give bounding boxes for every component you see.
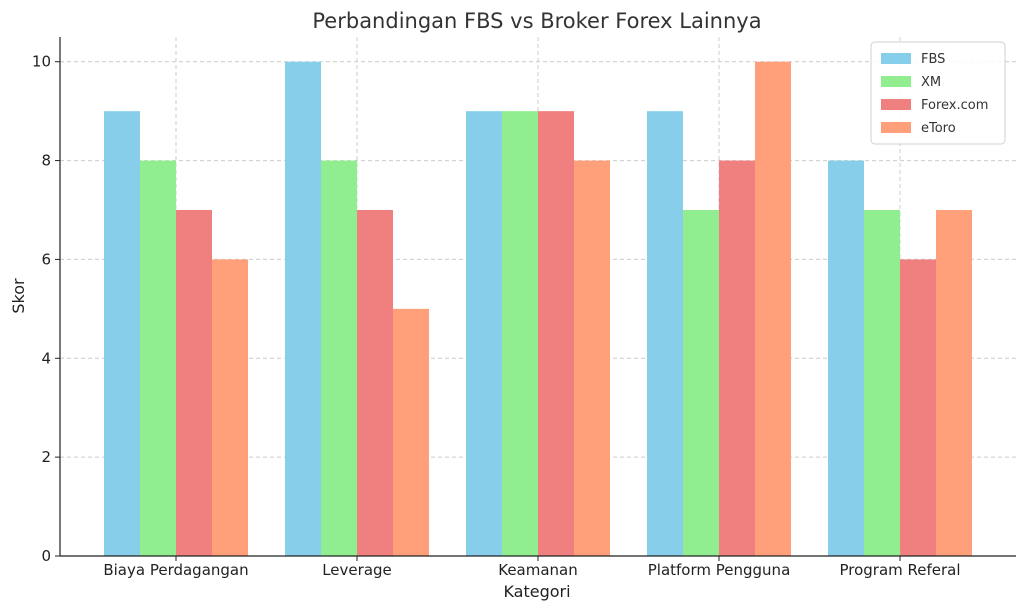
bar-fbs-1 (285, 61, 321, 556)
legend-label-forex-com: Forex.com (921, 98, 988, 113)
legend-label-fbs: FBS (921, 52, 945, 67)
bar-xm-0 (140, 160, 176, 557)
bar-forex-com-2 (538, 111, 574, 557)
bar-xm-3 (683, 210, 719, 556)
legend-swatch-fbs (881, 53, 911, 64)
y-tick-label: 8 (41, 152, 51, 170)
x-tick-label: Biaya Perdagangan (103, 561, 248, 579)
bar-forex-com-4 (900, 259, 936, 556)
y-tick-label: 10 (32, 53, 51, 71)
legend-label-xm: XM (921, 75, 941, 90)
y-tick-label: 6 (41, 250, 51, 268)
x-tick-label: Keamanan (498, 561, 578, 579)
bar-fbs-4 (828, 160, 864, 557)
y-axis-title: Skor (9, 278, 28, 314)
y-tick-label: 2 (41, 448, 51, 466)
bar-xm-1 (321, 160, 357, 557)
legend-swatch-forex-com (881, 99, 911, 110)
bar-fbs-2 (466, 111, 502, 557)
bar-etoro-4 (936, 210, 972, 556)
bar-fbs-3 (647, 111, 683, 557)
axes-layer: 0 2 4 6 8 10 Biaya Perdagangan Leverage Keamanan… (32, 37, 1016, 579)
x-tick-label: Platform Pengguna (648, 561, 791, 579)
x-axis-title: Kategori (503, 582, 570, 601)
bar-etoro-1 (393, 308, 429, 556)
x-tick-label: Program Referal (839, 561, 960, 579)
bar-forex-com-3 (719, 160, 755, 557)
chart-title: Perbandingan FBS vs Broker Forex Lainnya (312, 9, 761, 33)
legend-swatch-xm (881, 76, 911, 87)
bar-etoro-3 (755, 61, 791, 556)
bars-layer (104, 61, 972, 557)
bar-forex-com-0 (176, 210, 212, 556)
legend-box (870, 41, 1006, 145)
legend-label-etoro: eToro (921, 121, 956, 136)
bar-fbs-0 (104, 111, 140, 557)
bar-xm-2 (502, 111, 538, 557)
y-tick-label: 0 (41, 547, 51, 565)
legend: FBS XM Forex.com eToro (870, 41, 1006, 145)
bar-xm-4 (864, 210, 900, 556)
bar-etoro-0 (212, 259, 248, 556)
bar-forex-com-1 (357, 210, 393, 556)
y-tick-label: 4 (41, 349, 51, 367)
bar-etoro-2 (574, 160, 610, 557)
x-tick-label: Leverage (322, 561, 392, 579)
legend-swatch-etoro (881, 122, 911, 133)
